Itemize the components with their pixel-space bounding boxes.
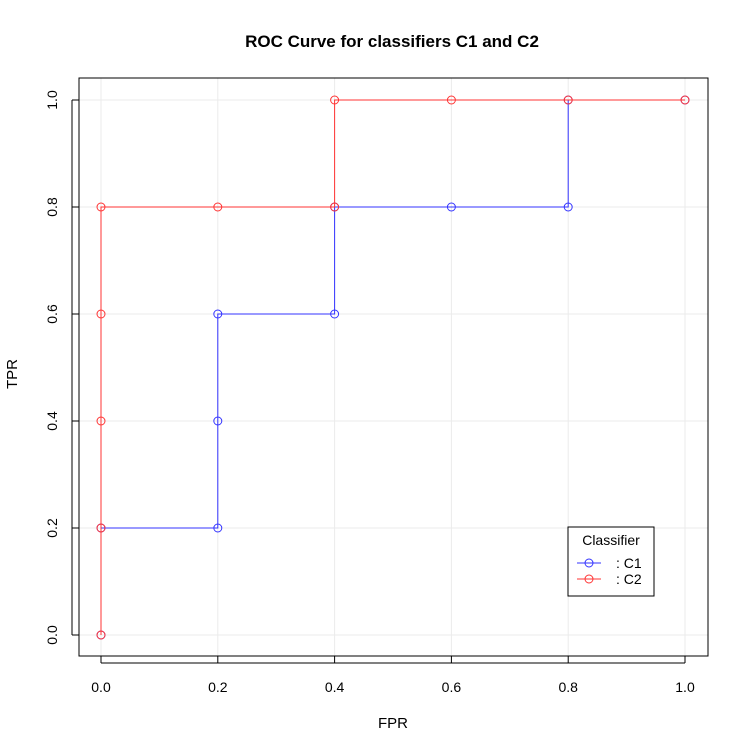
x-tick-label: 0.6 xyxy=(442,679,462,695)
legend-box xyxy=(567,526,655,597)
x-axis-label: FPR xyxy=(378,715,408,732)
x-tick-label: 0.0 xyxy=(91,679,111,695)
data-point xyxy=(96,202,106,212)
y-tick-label: 0.0 xyxy=(44,625,60,645)
x-tick-label: 0.4 xyxy=(325,679,345,695)
data-point xyxy=(330,95,340,105)
series-line xyxy=(100,99,685,635)
series-2 xyxy=(96,95,690,640)
series-line xyxy=(100,99,685,635)
data-point xyxy=(96,416,106,426)
legend-marker xyxy=(584,574,594,584)
data-point xyxy=(213,523,223,533)
plot-frame xyxy=(78,77,709,657)
x-tick-label: 0.2 xyxy=(208,679,228,695)
data-point xyxy=(213,202,223,212)
data-point xyxy=(446,95,456,105)
y-tick-label: 0.8 xyxy=(44,197,60,217)
data-point xyxy=(563,95,573,105)
y-tick-label: 1.0 xyxy=(44,90,60,110)
y-tick-label: 0.4 xyxy=(44,411,60,431)
y-axis-label: TPR xyxy=(4,359,21,389)
legend-marker xyxy=(584,558,594,568)
axes: 0.0 0.2 0.4 0.6 0.8 1.0 0.0 0.2 0.4 0.6 0.8 1.0 xyxy=(44,90,695,695)
series xyxy=(96,95,690,640)
legend: Classifier : C1: C2 xyxy=(567,526,655,597)
legend-entry-2: : C2 xyxy=(577,571,642,587)
x-tick-label: 0.8 xyxy=(558,679,578,695)
data-point xyxy=(680,95,690,105)
data-point xyxy=(446,202,456,212)
data-point xyxy=(563,202,573,212)
legend-entry-1: : C1 xyxy=(577,555,642,571)
data-point xyxy=(96,309,106,319)
data-point xyxy=(330,309,340,319)
x-tick-label: 1.0 xyxy=(675,679,695,695)
chart-title: ROC Curve for classifiers C1 and C2 xyxy=(245,32,539,51)
y-tick-label: 0.2 xyxy=(44,518,60,538)
data-point xyxy=(96,630,106,640)
data-point xyxy=(96,523,106,533)
legend-label: : C1 xyxy=(616,555,642,571)
data-point xyxy=(213,416,223,426)
data-point xyxy=(330,202,340,212)
y-tick-label: 0.6 xyxy=(44,304,60,324)
legend-title: Classifier xyxy=(582,532,640,548)
legend-label: : C2 xyxy=(616,571,642,587)
data-point xyxy=(213,309,223,319)
